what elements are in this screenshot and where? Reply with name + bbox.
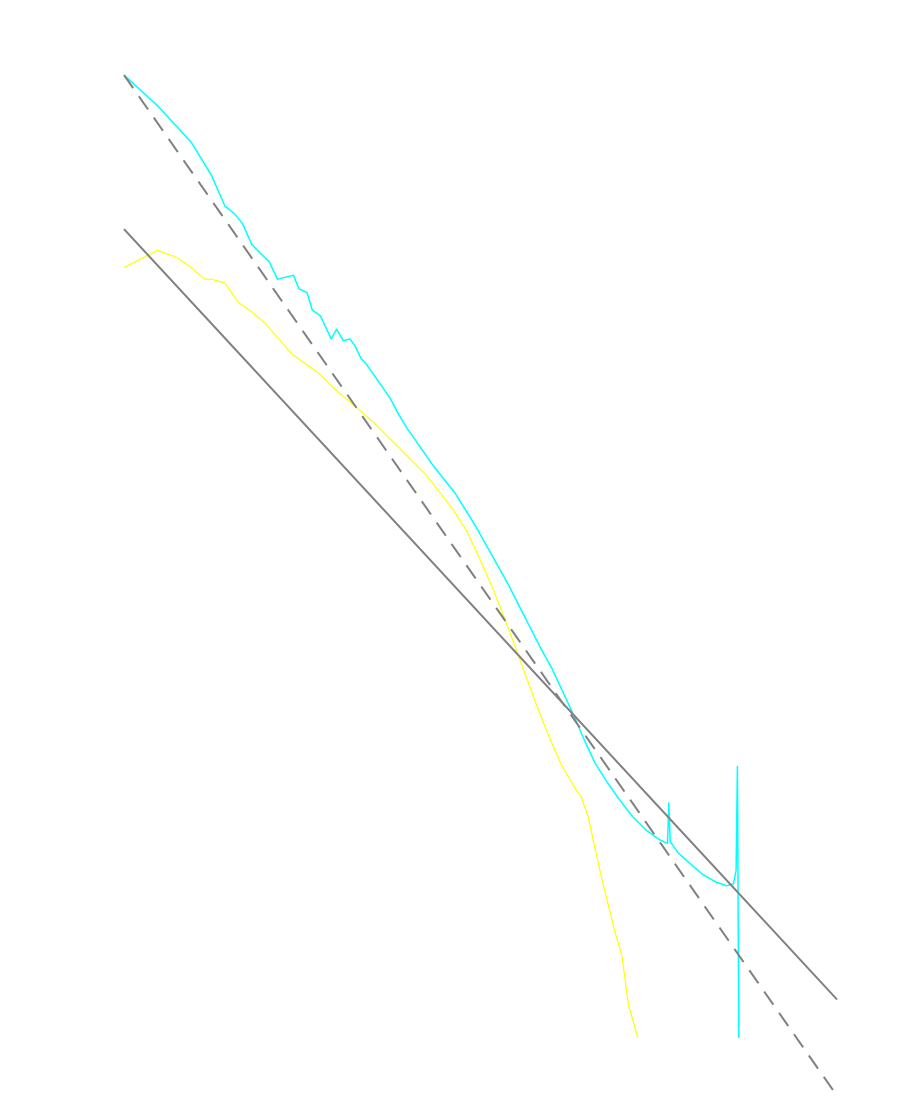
series-line-4 xyxy=(123,74,838,1097)
plot-area xyxy=(123,74,838,1097)
series-line-3 xyxy=(123,228,838,1001)
series-line-2 xyxy=(123,249,639,1039)
series-line-1 xyxy=(123,74,740,1039)
